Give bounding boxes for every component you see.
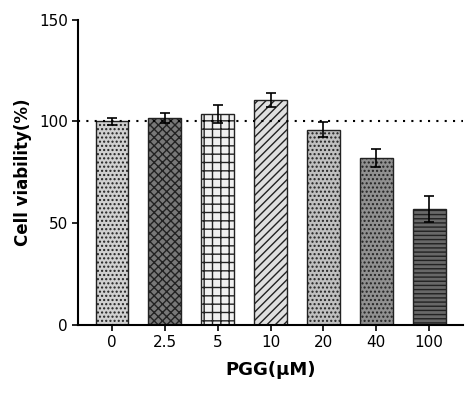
Bar bbox=[412, 209, 445, 325]
Bar bbox=[254, 100, 287, 325]
Bar bbox=[359, 158, 392, 325]
Y-axis label: Cell viability(%): Cell viability(%) bbox=[14, 99, 32, 246]
X-axis label: PGG(μM): PGG(μM) bbox=[225, 361, 315, 379]
Bar bbox=[95, 121, 128, 325]
Bar bbox=[148, 118, 181, 325]
Bar bbox=[307, 130, 339, 325]
Bar bbox=[201, 114, 234, 325]
